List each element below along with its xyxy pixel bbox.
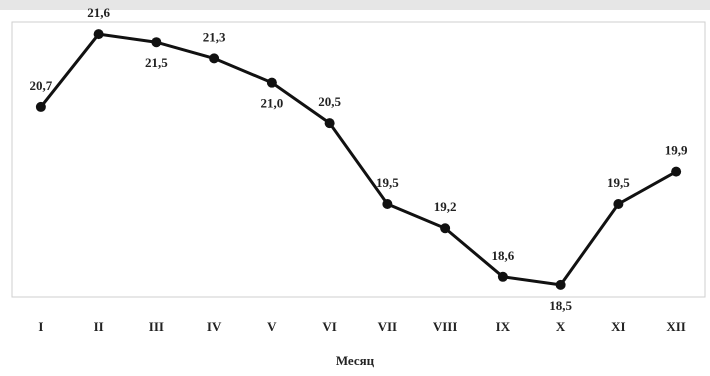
line [39, 32, 677, 287]
data-label: 18,6 [492, 248, 515, 263]
point [35, 101, 46, 112]
x-tick-label: VI [322, 319, 336, 334]
plot-frame [11, 21, 706, 298]
data-label: 19,9 [665, 143, 688, 158]
point [497, 271, 508, 282]
data-label: 20,5 [318, 94, 341, 109]
point [151, 37, 162, 48]
data-label: 19,5 [607, 175, 630, 190]
x-tick-label: III [149, 319, 164, 334]
point [382, 198, 393, 209]
point [93, 29, 104, 40]
point [671, 166, 682, 177]
data-label: 19,5 [376, 175, 399, 190]
x-tick-label: IV [207, 319, 222, 334]
point [555, 279, 566, 290]
x-tick-label: V [267, 319, 277, 334]
x-tick-label: VIII [433, 319, 458, 334]
point [209, 53, 220, 64]
x-tick-label: XI [611, 319, 625, 334]
data-label: 21,0 [261, 96, 284, 111]
top-bar [0, 0, 710, 10]
data-label: 21,3 [203, 29, 226, 44]
x-tick-label: VII [378, 319, 398, 334]
x-tick-label: XII [666, 319, 686, 334]
x-tick-label: II [94, 319, 104, 334]
data-label: 18,5 [549, 298, 572, 313]
data-label: 21,5 [145, 55, 168, 70]
point [324, 118, 335, 129]
data-label: 21,6 [87, 5, 110, 20]
x-tick-label: I [38, 319, 43, 334]
x-tick-label: X [556, 319, 566, 334]
x-axis-label: Месяц [336, 353, 375, 368]
data-label: 20,7 [30, 78, 53, 93]
point [613, 198, 624, 209]
data-label: 19,2 [434, 199, 457, 214]
x-tick-label: IX [496, 319, 511, 334]
point [266, 77, 277, 88]
point [440, 223, 451, 234]
